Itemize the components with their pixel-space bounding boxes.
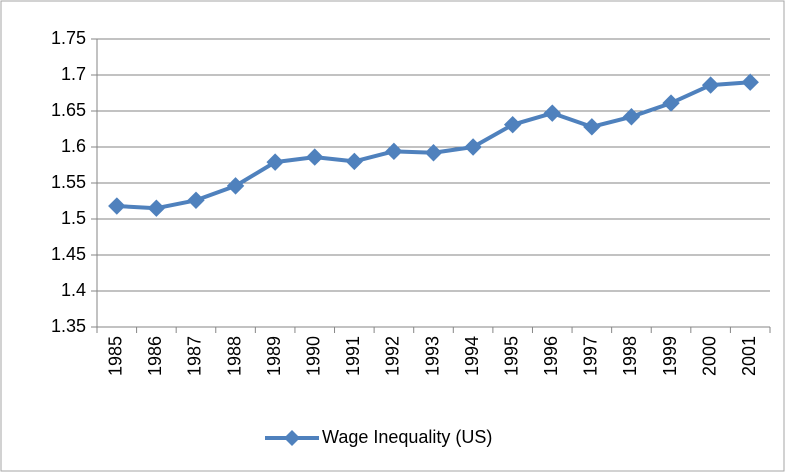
y-tick-label: 1.6 (61, 136, 86, 156)
y-tick-label: 1.5 (61, 208, 86, 228)
x-tick-label: 1991 (343, 336, 363, 376)
y-tick-label: 1.4 (61, 280, 86, 300)
data-point (345, 152, 364, 171)
legend-marker (284, 430, 300, 446)
data-point (108, 197, 126, 215)
y-tick-label: 1.45 (51, 244, 86, 264)
y-tick-label: 1.55 (51, 172, 86, 192)
x-tick-label: 1995 (501, 336, 521, 376)
data-point (187, 191, 205, 209)
data-point (424, 144, 443, 162)
data-point (385, 142, 403, 161)
x-tick-label: 1985 (106, 336, 126, 376)
data-point (543, 104, 561, 122)
data-point (226, 177, 245, 195)
y-tick-label: 1.35 (51, 316, 86, 336)
data-point (622, 108, 641, 126)
x-tick-label: 1993 (422, 336, 442, 376)
x-tick-label: 1996 (541, 336, 561, 376)
x-tick-label: 1992 (383, 336, 403, 376)
x-tick-label: 1999 (660, 336, 680, 376)
data-point (147, 199, 166, 217)
data-point (662, 94, 680, 112)
data-point (464, 138, 482, 156)
y-tick-label: 1.65 (51, 100, 86, 120)
x-tick-label: 2000 (699, 336, 719, 376)
x-tick-label: 1986 (145, 336, 165, 376)
data-point (503, 115, 522, 134)
y-tick-label: 1.7 (61, 64, 86, 84)
x-tick-label: 1990 (303, 336, 323, 376)
data-point (306, 148, 324, 166)
data-point (701, 76, 720, 94)
x-tick-label: 2001 (739, 336, 759, 376)
data-point (583, 118, 601, 136)
x-tick-label: 1998 (620, 336, 640, 376)
y-tick-label: 1.75 (51, 28, 86, 48)
x-tick-label: 1997 (581, 336, 601, 376)
data-point (741, 73, 759, 91)
x-tick-label: 1989 (264, 336, 284, 376)
x-tick-label: 1987 (185, 336, 205, 376)
legend-label: Wage Inequality (US) (322, 427, 492, 447)
x-tick-label: 1994 (462, 336, 482, 376)
data-point (266, 153, 284, 171)
x-tick-label: 1988 (224, 336, 244, 376)
